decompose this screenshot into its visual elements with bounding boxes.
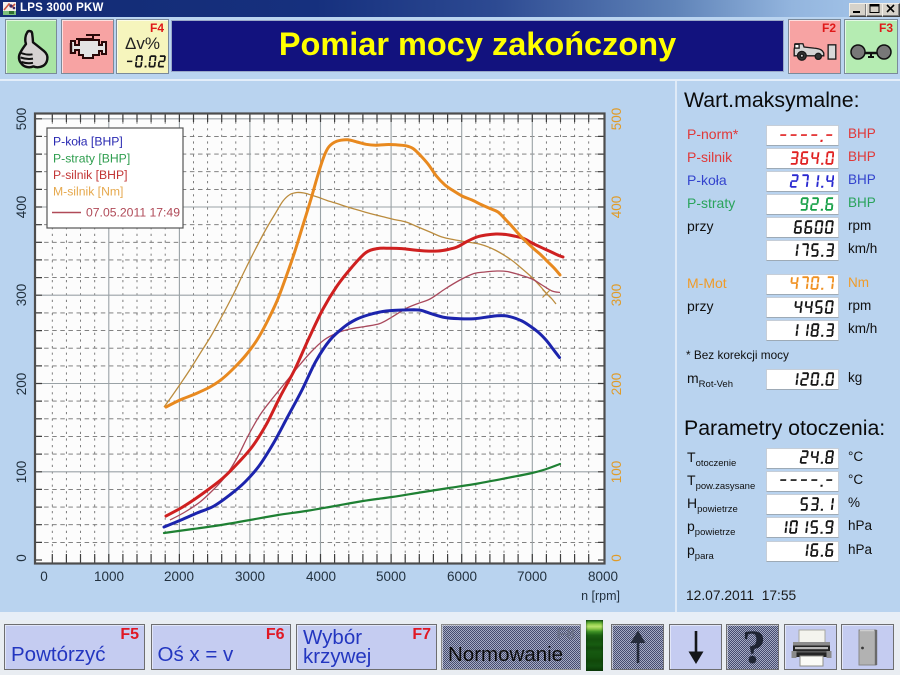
svg-text:300: 300 bbox=[14, 284, 29, 307]
svg-text:6000: 6000 bbox=[447, 569, 477, 584]
svg-text:200: 200 bbox=[609, 373, 624, 396]
svg-text:400: 400 bbox=[14, 196, 29, 219]
svg-text:8000: 8000 bbox=[588, 569, 618, 584]
svg-text:400: 400 bbox=[609, 196, 624, 219]
svg-text:500: 500 bbox=[609, 108, 624, 131]
svg-text:?: ? bbox=[742, 629, 766, 667]
svg-text:500: 500 bbox=[14, 108, 29, 131]
svg-text:P-straty [BHP]: P-straty [BHP] bbox=[53, 152, 130, 166]
svg-text:3000: 3000 bbox=[235, 569, 265, 584]
svg-text:M-silnik [Nm]: M-silnik [Nm] bbox=[53, 185, 123, 199]
svg-text:300: 300 bbox=[609, 284, 624, 307]
svg-text:n [rpm]: n [rpm] bbox=[581, 589, 620, 603]
svg-text:0: 0 bbox=[14, 554, 29, 562]
svg-text:P-silnik [BHP]: P-silnik [BHP] bbox=[53, 168, 128, 182]
svg-text:2000: 2000 bbox=[164, 569, 194, 584]
svg-text:200: 200 bbox=[14, 373, 29, 396]
svg-text:0: 0 bbox=[40, 569, 48, 584]
svg-text:5000: 5000 bbox=[376, 569, 406, 584]
svg-text:4000: 4000 bbox=[306, 569, 336, 584]
svg-text:07.05.2011 17:49: 07.05.2011 17:49 bbox=[86, 206, 180, 220]
svg-text:1000: 1000 bbox=[94, 569, 124, 584]
svg-text:100: 100 bbox=[609, 461, 624, 484]
svg-text:P-koła [BHP]: P-koła [BHP] bbox=[53, 135, 123, 149]
svg-text:100: 100 bbox=[14, 461, 29, 484]
svg-text:0: 0 bbox=[609, 554, 624, 562]
svg-text:7000: 7000 bbox=[517, 569, 547, 584]
